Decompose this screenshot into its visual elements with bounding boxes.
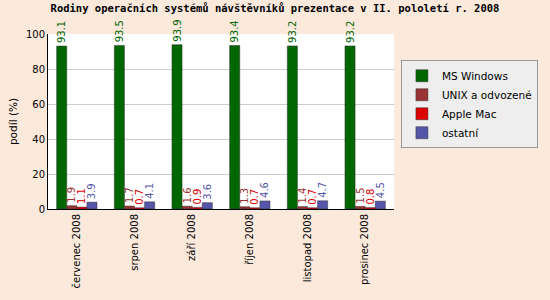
svg-text:UNIX a odvozené: UNIX a odvozené (442, 89, 532, 101)
svg-text:0.7: 0.7 (134, 189, 145, 205)
svg-text:Rodiny operačních systémů návš: Rodiny operačních systémů návštěvníků pr… (51, 2, 500, 14)
svg-text:1.6: 1.6 (182, 187, 193, 203)
svg-text:1.4: 1.4 (297, 188, 308, 204)
svg-text:MS Windows: MS Windows (442, 70, 508, 82)
svg-text:4.1: 4.1 (144, 183, 155, 199)
svg-text:0.8: 0.8 (365, 189, 376, 205)
svg-text:srpen 2008: srpen 2008 (129, 214, 140, 271)
svg-text:1.1: 1.1 (76, 188, 87, 204)
svg-text:4.5: 4.5 (375, 182, 386, 198)
svg-text:4.7: 4.7 (317, 182, 328, 198)
svg-text:40: 40 (32, 134, 45, 145)
svg-text:červenec 2008: červenec 2008 (71, 214, 82, 288)
svg-text:3.6: 3.6 (202, 184, 213, 200)
svg-text:listopad 2008: listopad 2008 (302, 214, 313, 282)
svg-text:93.4: 93.4 (229, 20, 240, 42)
svg-text:1.7: 1.7 (124, 187, 135, 203)
svg-text:0.7: 0.7 (307, 189, 318, 205)
svg-text:0.7: 0.7 (249, 189, 260, 205)
svg-text:říjen 2008: říjen 2008 (244, 214, 255, 265)
svg-text:1.9: 1.9 (66, 187, 77, 203)
svg-text:0.9: 0.9 (192, 189, 203, 205)
svg-text:září 2008: září 2008 (186, 214, 197, 261)
svg-text:93.1: 93.1 (56, 21, 67, 43)
svg-text:prosinec 2008: prosinec 2008 (359, 214, 370, 285)
svg-text:60: 60 (32, 99, 45, 110)
svg-text:Apple Mac: Apple Mac (442, 108, 497, 120)
svg-text:4.6: 4.6 (259, 182, 270, 198)
svg-text:0: 0 (39, 204, 45, 215)
svg-text:podíl (%): podíl (%) (7, 98, 19, 145)
svg-text:20: 20 (32, 169, 45, 180)
svg-text:100: 100 (26, 29, 45, 40)
svg-text:93.2: 93.2 (287, 21, 298, 43)
svg-text:93.5: 93.5 (114, 20, 125, 42)
svg-text:93.9: 93.9 (172, 19, 183, 41)
svg-text:ostatní: ostatní (442, 127, 479, 139)
svg-text:1.3: 1.3 (239, 188, 250, 204)
svg-text:80: 80 (32, 64, 45, 75)
svg-text:93.2: 93.2 (345, 21, 356, 43)
svg-text:1.5: 1.5 (355, 187, 366, 203)
svg-text:3.9: 3.9 (86, 183, 97, 199)
